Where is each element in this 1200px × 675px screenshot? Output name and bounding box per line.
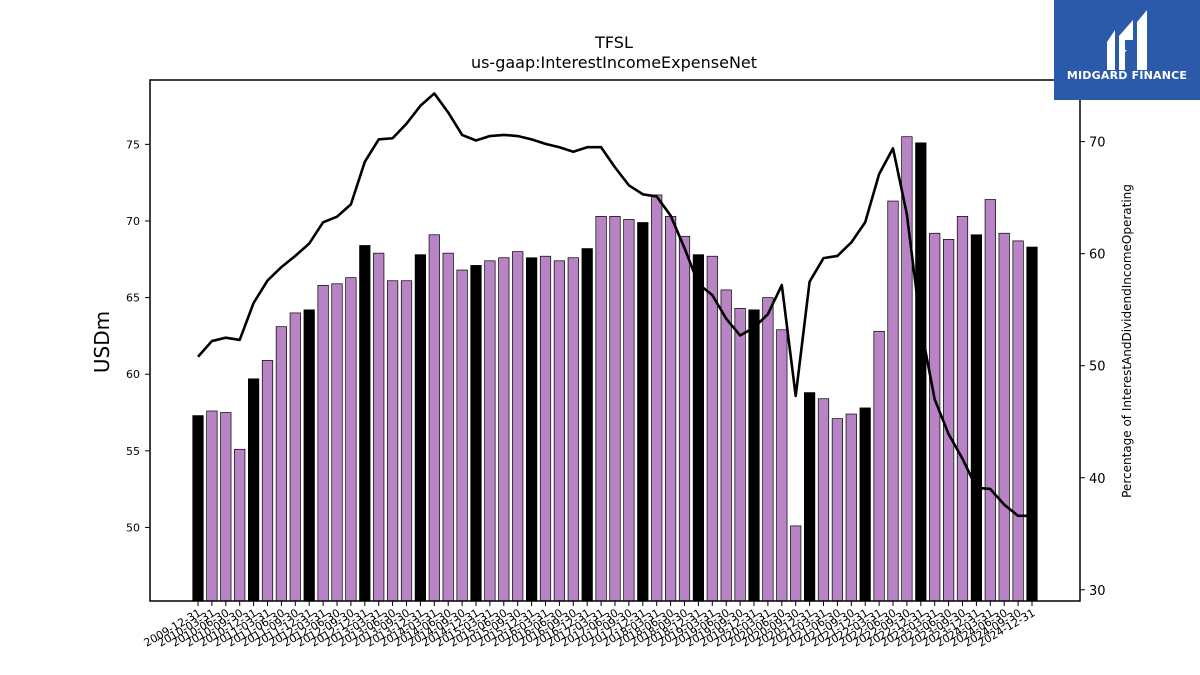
chart-title: TFSL (594, 33, 633, 52)
bar-2016-12-31 (581, 248, 593, 602)
bar-2020-09-30 (790, 525, 802, 602)
bar-2016-09-30 (567, 257, 579, 602)
percentage-line (197, 92, 1032, 518)
bar-2013-12-31 (414, 254, 426, 602)
bar-2014-03-31 (428, 234, 440, 602)
y-tick-label: 50 (126, 521, 140, 534)
bar-2019-09-30 (734, 307, 746, 602)
y-tick-label: 60 (126, 368, 140, 381)
bar-2012-12-31 (359, 245, 371, 602)
y-tick-label: 75 (126, 138, 140, 151)
bar-2010-09-30 (234, 448, 246, 602)
bar-2021-06-30 (831, 418, 844, 602)
bar-2015-09-30 (512, 251, 524, 602)
y2-tick-label: 70 (1089, 136, 1106, 151)
y2-tick-label: 30 (1089, 584, 1106, 599)
bar-2016-06-30 (553, 260, 566, 602)
bar-2024-12-31 (1026, 246, 1038, 602)
bar-2021-12-31 (859, 407, 871, 602)
logo-text: MIDGARD FINANCE (1066, 69, 1188, 82)
bar-2017-12-31 (637, 222, 649, 602)
y-tick-label: 70 (126, 215, 140, 228)
bar-2020-03-31 (762, 297, 774, 602)
y-axis-label: USDm (90, 311, 114, 373)
bar-2011-03-31 (261, 360, 274, 602)
bar-2010-03-31 (206, 410, 218, 602)
bar-2013-03-31 (373, 252, 385, 602)
bar-2023-09-30 (956, 216, 969, 602)
bar-2018-03-31 (651, 194, 663, 602)
bar-2015-06-30 (498, 257, 510, 602)
bar-2019-06-30 (720, 289, 732, 602)
bar-2010-12-31 (248, 378, 260, 602)
bar-2018-12-31 (692, 254, 705, 602)
bar-2015-12-31 (525, 257, 538, 602)
y-tick-label: 65 (126, 292, 140, 305)
y2-tick-label: 60 (1089, 248, 1106, 263)
midgard-finance-logo: MIDGARD FINANCE (1054, 0, 1200, 100)
y2-tick-label: 40 (1089, 472, 1106, 487)
y-tick-label: 55 (126, 445, 140, 458)
y2-axis-label: Percentage of InterestAndDividendIncomeO… (1120, 184, 1134, 498)
bar-2019-12-31 (748, 309, 760, 602)
bar-2019-03-31 (706, 255, 718, 602)
bar-2016-03-31 (539, 255, 552, 602)
bar-2011-09-30 (289, 312, 301, 602)
bar-2013-09-30 (400, 280, 413, 602)
bar-2014-09-30 (456, 269, 468, 602)
bar-2017-03-31 (595, 216, 607, 602)
bar-2022-06-30 (887, 200, 899, 602)
logo-mark-icon (1107, 10, 1147, 70)
bar-2020-12-31 (803, 392, 816, 602)
bar-2024-03-31 (984, 199, 996, 602)
y2-tick-label: 50 (1089, 360, 1106, 375)
bar-2020-06-30 (776, 329, 788, 602)
bar-2014-06-30 (442, 252, 454, 602)
bar-2018-09-30 (678, 235, 691, 602)
bar-2011-12-31 (303, 309, 315, 602)
bar-2012-06-30 (331, 283, 343, 602)
bar-2017-06-30 (609, 216, 621, 602)
bar-2024-09-30 (1012, 240, 1024, 602)
bar-2012-09-30 (345, 277, 357, 602)
bar-2022-09-30 (901, 136, 913, 602)
bar-2018-06-30 (664, 216, 677, 602)
bar-2022-03-31 (873, 330, 885, 602)
bar-2012-03-31 (317, 284, 329, 602)
bar-2023-06-30 (942, 239, 955, 602)
bar-2021-09-30 (845, 413, 857, 602)
bar-2023-03-31 (929, 232, 941, 602)
bar-2010-06-30 (220, 412, 232, 602)
bar-2009-12-31 (192, 415, 204, 602)
bar-2017-09-30 (623, 219, 635, 602)
bar-2011-06-30 (275, 326, 287, 602)
bar-2022-12-31 (915, 142, 927, 602)
bar-2013-06-30 (387, 280, 399, 602)
chart-subtitle: us-gaap:InterestIncomeExpenseNet (471, 53, 757, 72)
bar-2024-06-30 (998, 232, 1010, 602)
bar-2015-03-31 (484, 260, 496, 602)
bar-2014-12-31 (470, 265, 482, 602)
bar-2021-03-31 (817, 398, 830, 602)
bar-2023-12-31 (970, 234, 983, 602)
